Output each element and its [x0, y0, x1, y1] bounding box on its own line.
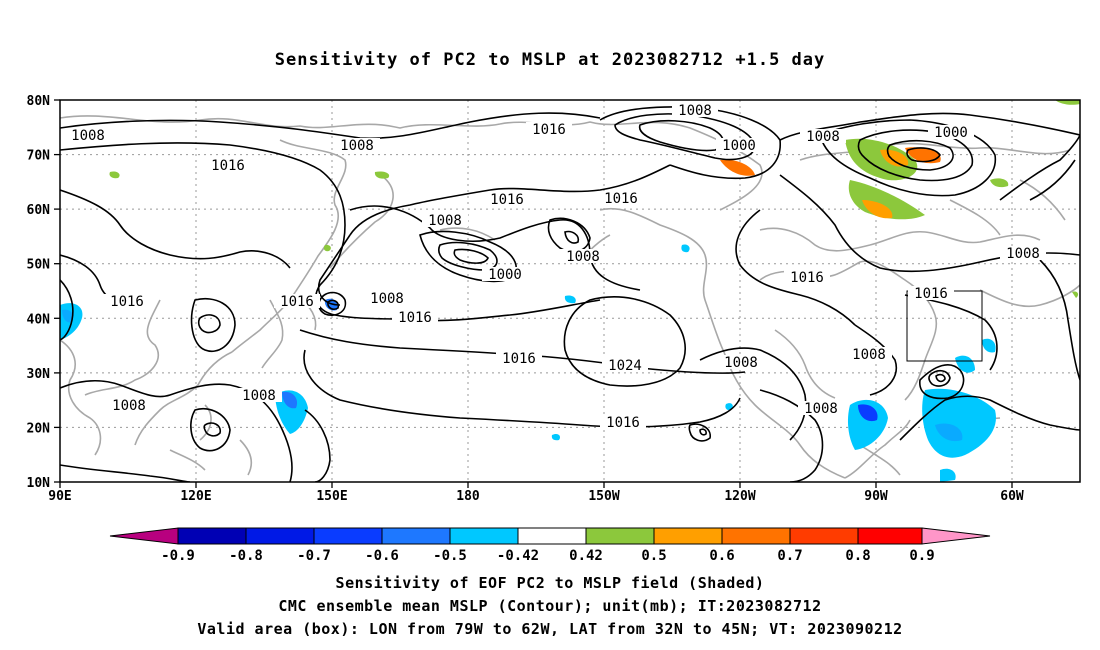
colorbar-label: -0.42 — [497, 548, 539, 564]
colorbar-swatch — [517, 527, 587, 545]
contour-label-1016: 1016 — [790, 270, 824, 286]
longitude-labels: 90E 120E 150E 180 150W 120W 90W 60W — [48, 489, 1024, 504]
contour-label-1008: 1008 — [71, 128, 105, 144]
contour-label-1024: 1024 — [608, 358, 642, 374]
colorbar-swatch — [653, 527, 723, 545]
contour-label-1000: 1000 — [934, 125, 968, 141]
lat-label-50n: 50N — [27, 258, 51, 273]
contour-labels: 1008 1008 1016 1016 1008 1008 1000 1000 … — [66, 103, 1046, 431]
contour-label-1016: 1016 — [490, 192, 524, 208]
lat-label-10n: 10N — [27, 476, 51, 491]
colorbar-swatch — [177, 527, 247, 545]
map-frame — [59, 99, 1081, 483]
lat-label-80n: 80N — [27, 94, 51, 109]
contour-label-1016: 1016 — [606, 415, 640, 431]
contour-label-1008: 1008 — [678, 103, 712, 119]
lon-label-120w: 120W — [724, 489, 755, 504]
contour-label-1008: 1008 — [340, 138, 374, 154]
lon-label-90w: 90W — [864, 489, 888, 504]
colorbar-label: -0.8 — [229, 548, 263, 564]
footer-line-1: Sensitivity of EOF PC2 to MSLP field (Sh… — [335, 574, 765, 592]
contour-label-1008: 1008 — [1006, 246, 1040, 262]
contour-label-1008: 1008 — [566, 249, 600, 265]
lon-label-150w: 150W — [588, 489, 619, 504]
colorbar-swatch — [109, 527, 179, 545]
lat-label-30n: 30N — [27, 367, 51, 382]
latitude-labels: 80N 70N 60N 50N 40N 30N 20N 10N — [27, 94, 51, 491]
contour-label-1008: 1008 — [370, 291, 404, 307]
contour-label-1008: 1008 — [242, 388, 276, 404]
lon-label-180: 180 — [456, 489, 480, 504]
colorbar-label: 0.5 — [641, 548, 666, 564]
mslp-contours — [60, 106, 1080, 482]
contour-label-1016: 1016 — [398, 310, 432, 326]
colorbar-label: -0.7 — [297, 548, 331, 564]
contour-label-1016: 1016 — [604, 191, 638, 207]
colorbar-swatch — [789, 527, 859, 545]
colorbar-label: 0.9 — [909, 548, 934, 564]
colorbar-swatch — [313, 527, 383, 545]
colorbar-swatch — [585, 527, 655, 545]
contour-label-1008: 1008 — [724, 355, 758, 371]
lat-label-40n: 40N — [27, 312, 51, 327]
contour-label-1016: 1016 — [502, 351, 536, 367]
lon-label-150e: 150E — [316, 489, 347, 504]
lon-label-60w: 60W — [1000, 489, 1024, 504]
colorbar-label: -0.6 — [365, 548, 399, 564]
negative-sensitivity-shading — [60, 244, 996, 482]
contour-label-1008: 1008 — [428, 213, 462, 229]
colorbar-label: 0.42 — [569, 548, 603, 564]
colorbar-swatch — [921, 527, 991, 545]
contour-label-1008: 1008 — [112, 398, 146, 414]
colorbar-label: -0.5 — [433, 548, 467, 564]
contour-label-1008: 1008 — [804, 401, 838, 417]
contour-label-1008: 1008 — [852, 347, 886, 363]
positive-sensitivity-shading — [109, 100, 1080, 298]
contour-label-1000: 1000 — [722, 138, 756, 154]
colorbar-swatch — [245, 527, 315, 545]
contour-label-1016: 1016 — [532, 122, 566, 138]
map-title: Sensitivity of PC2 to MSLP at 2023082712… — [274, 50, 826, 70]
colorbar-swatch — [857, 527, 923, 545]
colorbar-label: 0.6 — [709, 548, 734, 564]
axis-ticks — [54, 99, 1013, 488]
contour-label-1016: 1016 — [280, 294, 314, 310]
contour-label-1008: 1008 — [806, 129, 840, 145]
footer-line-3: Valid area (box): LON from 79W to 62W, L… — [197, 620, 903, 638]
colorbar-label: 0.8 — [845, 548, 870, 564]
contour-label-1016: 1016 — [914, 286, 948, 302]
lat-label-20n: 20N — [27, 421, 51, 436]
lat-label-70n: 70N — [27, 149, 51, 164]
colorbar-swatch — [381, 527, 451, 545]
footer-line-2: CMC ensemble mean MSLP (Contour); unit(m… — [278, 597, 822, 615]
colorbar-swatch — [449, 527, 519, 545]
lat-label-60n: 60N — [27, 203, 51, 218]
contour-label-1000: 1000 — [488, 267, 522, 283]
lon-label-90e: 90E — [48, 489, 71, 504]
colorbar — [109, 527, 991, 545]
colorbar-labels: -0.9 -0.8 -0.7 -0.6 -0.5 -0.42 0.42 0.5 … — [161, 548, 935, 564]
contour-label-1016: 1016 — [211, 158, 245, 174]
colorbar-label: 0.7 — [777, 548, 802, 564]
colorbar-swatch — [721, 527, 791, 545]
lon-label-120e: 120E — [180, 489, 211, 504]
contour-label-1016: 1016 — [110, 294, 144, 310]
colorbar-label: -0.9 — [161, 548, 195, 564]
